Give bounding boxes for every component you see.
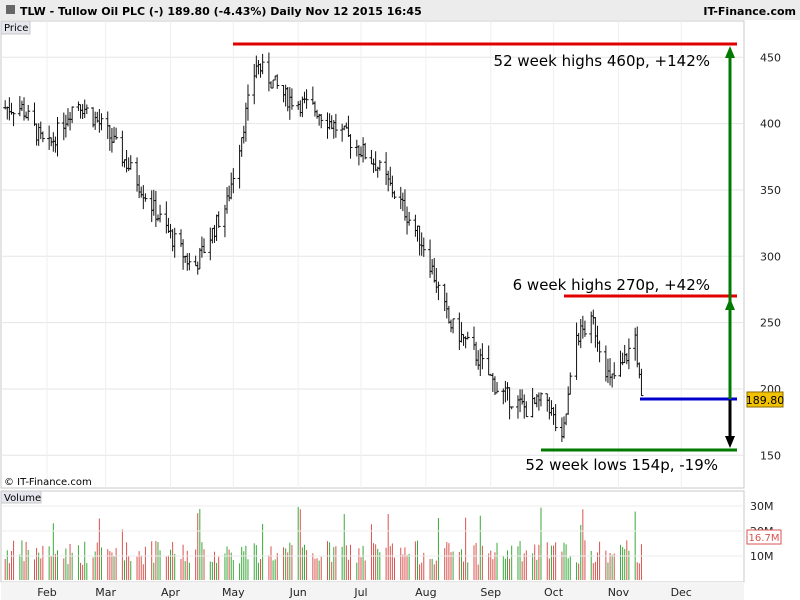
chart-header-bar: [0, 0, 800, 20]
annotation-52w-low: 52 week lows 154p, -19%: [525, 456, 718, 474]
annotation-6w-high: 6 week highs 270p, +42%: [513, 276, 710, 294]
last-price-value: 189.80: [746, 394, 785, 407]
arrow-head-52w-low: [725, 436, 735, 448]
x-tick-label: Jul: [353, 586, 367, 599]
x-tick-label: May: [222, 586, 245, 599]
price-panel: [0, 20, 745, 489]
x-tick-label: Aug: [415, 586, 436, 599]
x-tick-label: Oct: [544, 586, 564, 599]
price-panel-label: Price: [4, 23, 28, 34]
volume-last-value: 16.7M: [749, 533, 780, 544]
y-tick-label: 350: [760, 184, 781, 197]
y-tick-label: 450: [760, 51, 781, 64]
x-axis: Feb Mar Apr May Jun Jul Aug Sep Oct Nov Dec: [37, 586, 692, 599]
x-tick-label: Jun: [289, 586, 307, 599]
y-tick-label: 250: [760, 317, 781, 330]
volume-bars: [4, 506, 642, 580]
volume-panel-label: Volume: [4, 493, 41, 504]
arrow-head-52w-high: [725, 46, 735, 58]
price-grid: [1, 21, 744, 488]
y-tick-label: 400: [760, 118, 781, 131]
annotation-52w-high: 52 week highs 460p, +142%: [494, 52, 710, 70]
x-tick-label: Nov: [608, 586, 630, 599]
x-tick-label: Apr: [161, 586, 181, 599]
price-panel-tab[interactable]: [0, 20, 31, 35]
chart-header-left: TLW - Tullow Oil PLC (-) 189.80 (-4.43%)…: [6, 5, 422, 18]
x-tick-label: Mar: [95, 586, 116, 599]
header-brand: IT-Finance.com: [703, 5, 796, 18]
last-price-label: [746, 391, 784, 408]
x-axis-bar: [1, 582, 744, 600]
arrow-head-6w-high: [725, 298, 735, 310]
header-square-icon: [6, 5, 15, 14]
volume-tick-label: 30M: [750, 500, 774, 513]
volume-tick-label: 10M: [750, 550, 774, 563]
volume-last-label: [746, 529, 782, 545]
x-tick-label: Dec: [671, 586, 692, 599]
copyright-text: © IT-Finance.com: [4, 477, 92, 488]
price-bars: [3, 52, 644, 442]
x-tick-label: Sep: [480, 586, 501, 599]
y-tick-label: 150: [760, 449, 781, 462]
header-info: TLW - Tullow Oil PLC (-) 189.80 (-4.43%)…: [20, 5, 422, 18]
volume-panel: [0, 490, 745, 583]
y-tick-label: 300: [760, 250, 781, 263]
x-tick-label: Feb: [37, 586, 56, 599]
volume-panel-tab[interactable]: [0, 490, 42, 504]
